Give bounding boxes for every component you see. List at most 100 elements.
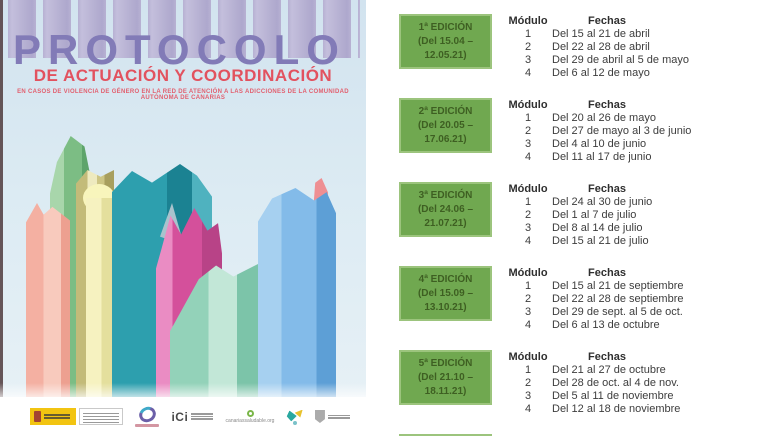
table-row: 1 Del 15 al 21 de abril (504, 28, 742, 41)
gobierno-de-espana-logo (30, 408, 123, 425)
module-column-header: Módulo (508, 183, 548, 195)
module-dates: Del 1 al 7 de julio (552, 209, 637, 221)
gobierno-de-canarias-logo (314, 410, 350, 423)
edition-block: 4ª EDICIÓN (Del 15.09 – 13.10.21) Módulo… (399, 266, 768, 332)
module-dates: Del 21 al 27 de octubre (552, 364, 666, 376)
table-row: 2 Del 22 al 28 de septiembre (504, 293, 742, 306)
module-number: 2 (524, 125, 532, 137)
edition-table: Módulo Fechas 1 Del 20 al 26 de mayo 2 D… (504, 98, 742, 164)
edition-badge: 4ª EDICIÓN (Del 15.09 – 13.10.21) (399, 266, 492, 321)
module-dates: Del 6 al 12 de mayo (552, 67, 650, 79)
table-row: 4 Del 6 al 12 de mayo (504, 67, 742, 80)
edition-badge: 3ª EDICIÓN (Del 24.06 – 21.07.21) (399, 182, 492, 237)
edition-table: Módulo Fechas 1 Del 15 al 21 de septiemb… (504, 266, 742, 332)
table-row: 1 Del 15 al 21 de septiembre (504, 280, 742, 293)
color-shards-logo (287, 409, 303, 425)
dates-column-header: Fechas (588, 99, 626, 111)
edition-date-range: (Del 15.04 – 12.05.21) (417, 35, 474, 61)
table-row: 2 Del 22 al 28 de abril (504, 41, 742, 54)
edition-badge: 6ª EDICIÓN (Del 19.11 – 18.12.21) (399, 434, 492, 436)
module-number: 1 (524, 196, 532, 208)
edition-label: 4ª EDICIÓN (418, 273, 473, 285)
module-number: 4 (524, 151, 532, 163)
green-circle-icon (246, 409, 254, 417)
edition-badge: 2ª EDICIÓN (Del 20.05 – 17.06.21) (399, 98, 492, 153)
edition-table: Módulo Fechas 1 Del 24 al 30 de junio 2 … (504, 182, 742, 248)
module-dates: Del 29 de sept. al 5 de oct. (552, 306, 683, 318)
edition-date-range: (Del 15.09 – 13.10.21) (417, 287, 474, 313)
blue-dot-icon (292, 420, 297, 425)
editions-list: 1ª EDICIÓN (Del 15.04 – 12.05.21) Módulo… (399, 14, 768, 436)
edition-label: 1ª EDICIÓN (418, 21, 473, 33)
module-number: 4 (524, 67, 532, 79)
module-number: 3 (524, 222, 532, 234)
module-number: 1 (524, 364, 532, 376)
table-row: 4 Del 12 al 18 de noviembre (504, 403, 742, 416)
edition-label: 2ª EDICIÓN (418, 105, 473, 117)
edition-label: 3ª EDICIÓN (418, 189, 473, 201)
sponsor-logo-strip: iCi canariassaludable.org (0, 397, 366, 436)
module-number: 2 (524, 41, 532, 53)
module-dates: Del 15 al 21 de abril (552, 28, 650, 40)
abstract-columns-artwork (0, 108, 366, 397)
module-dates: Del 27 de mayo al 3 de junio (552, 125, 692, 137)
table-header-row: Módulo Fechas (504, 350, 742, 364)
module-number: 4 (524, 403, 532, 415)
ring-caption-line (135, 423, 160, 427)
spain-crest-icon (34, 411, 41, 422)
table-row: 3 Del 8 al 14 de julio (504, 222, 742, 235)
canarias-caption-lines (327, 414, 350, 420)
edition-date-range: (Del 21.10 – 18.11.21) (417, 371, 474, 397)
poster-tagline: EN CASOS DE VIOLENCIA DE GÉNERO EN LA RE… (17, 89, 349, 101)
poster-title: PROTOCOLO (13, 26, 346, 73)
table-header-row: Módulo Fechas (504, 182, 742, 196)
plan-nacional-sobre-drogas-logo (79, 408, 123, 425)
edition-date-range: (Del 20.05 – 17.06.21) (417, 119, 474, 145)
module-dates: Del 6 al 13 de octubre (552, 319, 660, 331)
table-row: 4 Del 11 al 17 de junio (504, 151, 742, 164)
module-column-header: Módulo (508, 267, 548, 279)
instituto-canario-de-igualdad-logo: iCi (171, 410, 214, 424)
module-number: 4 (524, 319, 532, 331)
dates-column-header: Fechas (588, 267, 626, 279)
edition-block: 1ª EDICIÓN (Del 15.04 – 12.05.21) Módulo… (399, 14, 768, 80)
table-row: 2 Del 28 de oct. al 4 de nov. (504, 377, 742, 390)
module-number: 3 (524, 54, 532, 66)
spain-flag-icon (30, 408, 76, 425)
module-number: 1 (524, 280, 532, 292)
module-dates: Del 15 al 21 de septiembre (552, 280, 684, 292)
module-number: 2 (524, 293, 532, 305)
edition-badge: 1ª EDICIÓN (Del 15.04 – 12.05.21) (399, 14, 492, 69)
lavender-column-bars (8, 0, 360, 58)
poster-edge-stripe (0, 0, 3, 436)
module-number: 4 (524, 235, 532, 247)
edition-label: 5ª EDICIÓN (418, 357, 473, 369)
column-shape-blue (258, 188, 336, 397)
editions-schedule-panel: 1ª EDICIÓN (Del 15.04 – 12.05.21) Módulo… (366, 0, 768, 436)
ring-foundation-logo (135, 403, 160, 427)
edition-badge: 5ª EDICIÓN (Del 21.10 – 18.11.21) (399, 350, 492, 405)
yellow-shard-icon (294, 409, 303, 418)
table-row: 1 Del 24 al 30 de junio (504, 196, 742, 209)
module-number: 3 (524, 306, 532, 318)
table-header-row: Módulo Fechas (504, 14, 742, 28)
table-row: 3 Del 4 al 10 de junio (504, 138, 742, 151)
dates-column-header: Fechas (588, 183, 626, 195)
dates-column-header: Fechas (588, 15, 626, 27)
module-number: 2 (524, 209, 532, 221)
edition-block: 5ª EDICIÓN (Del 21.10 – 18.11.21) Módulo… (399, 350, 768, 416)
spain-logo-text-lines (44, 413, 70, 420)
edition-block: 2ª EDICIÓN (Del 20.05 – 17.06.21) Módulo… (399, 98, 768, 164)
canarias-emblem-icon (314, 410, 325, 423)
table-header-row: Módulo Fechas (504, 98, 742, 112)
table-row: 2 Del 27 de mayo al 3 de junio (504, 125, 742, 138)
column-shape-yellow (86, 198, 112, 397)
artwork-bottom-fade (0, 383, 366, 397)
protocol-poster: PROTOCOLO DE ACTUACIÓN Y COORDINACIÓN EN… (0, 0, 366, 436)
module-dates: Del 8 al 14 de julio (552, 222, 643, 234)
module-dates: Del 4 al 10 de junio (552, 138, 647, 150)
dates-column-header: Fechas (588, 351, 626, 363)
module-dates: Del 12 al 18 de noviembre (552, 403, 681, 415)
module-number: 2 (524, 377, 532, 389)
